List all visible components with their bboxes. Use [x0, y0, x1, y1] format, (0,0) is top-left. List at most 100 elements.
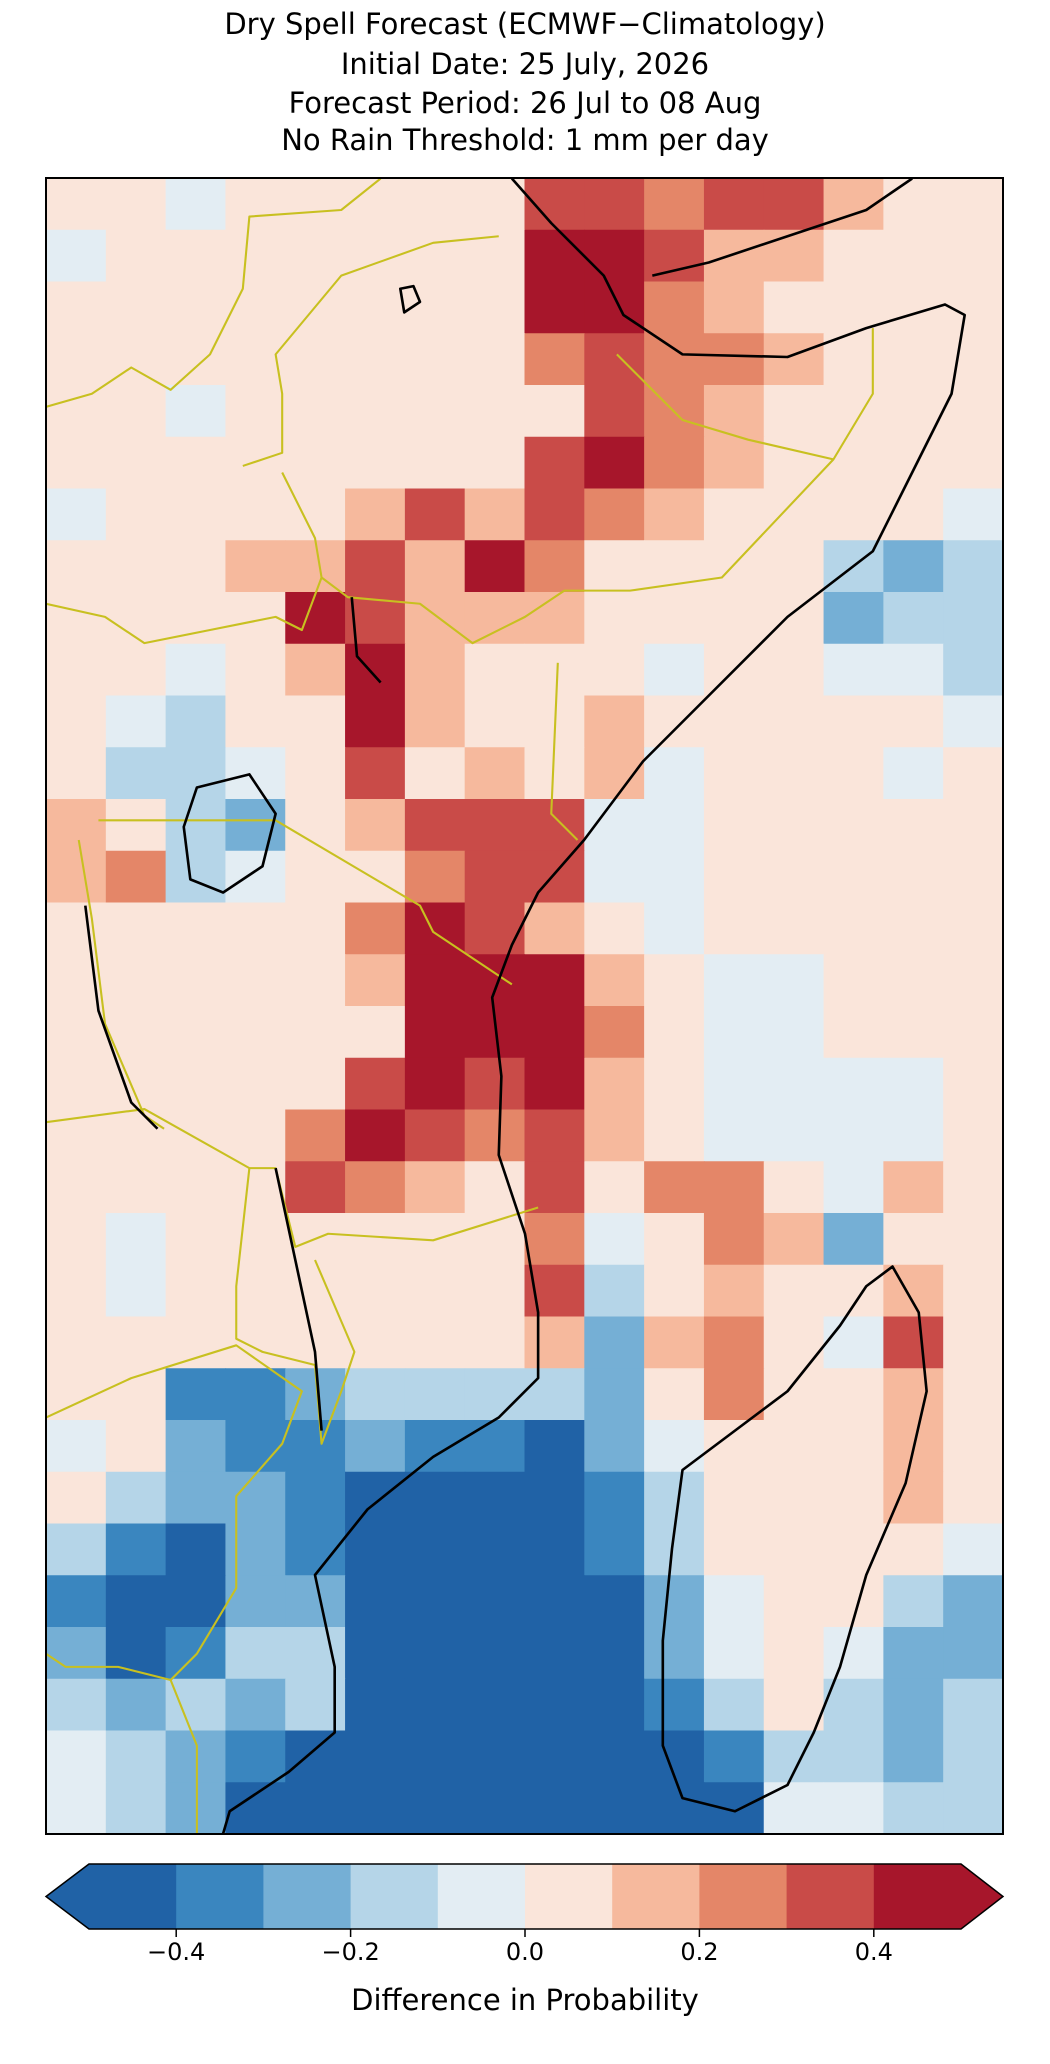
cell — [105, 1523, 167, 1576]
cell — [464, 540, 526, 593]
cell — [644, 1109, 705, 1162]
cell — [225, 954, 286, 1007]
coastlines — [84, 178, 966, 1834]
cell — [285, 1627, 346, 1680]
cell — [46, 1523, 107, 1576]
cell — [165, 643, 227, 697]
cell — [404, 488, 466, 541]
cell — [105, 1575, 167, 1628]
cell — [464, 1627, 526, 1680]
cell — [763, 799, 825, 852]
cell — [703, 695, 765, 748]
cell — [404, 1678, 466, 1732]
cell — [703, 1161, 765, 1214]
cell — [584, 1420, 645, 1473]
colorbar-segment — [699, 1864, 788, 1929]
cell — [763, 592, 825, 645]
cell — [105, 1213, 167, 1266]
cell — [225, 747, 286, 800]
cell — [584, 850, 645, 904]
cell — [345, 1782, 406, 1835]
lake — [350, 597, 382, 684]
cell — [404, 1782, 466, 1835]
cell — [883, 1109, 944, 1162]
cell — [404, 850, 466, 904]
cell — [345, 954, 406, 1007]
cell — [943, 902, 1004, 955]
cell — [644, 850, 705, 904]
cell — [644, 488, 705, 541]
cell — [524, 1161, 585, 1214]
cell — [404, 1420, 466, 1473]
cell — [524, 954, 585, 1007]
cell — [943, 385, 1004, 438]
border — [77, 839, 165, 1130]
cell — [105, 643, 167, 697]
cell — [823, 1264, 884, 1318]
cell — [943, 436, 1004, 490]
cell — [644, 1368, 705, 1421]
cell — [943, 643, 1004, 697]
cell — [883, 592, 944, 645]
cell — [763, 1627, 825, 1680]
cell — [225, 1006, 286, 1059]
cell — [584, 1575, 645, 1628]
cell — [404, 1264, 466, 1318]
border — [616, 353, 834, 461]
cell — [943, 1782, 1004, 1835]
title-line: Dry Spell Forecast (ECMWF−Climatology) — [224, 7, 825, 41]
cell — [943, 592, 1004, 645]
cell — [46, 333, 107, 386]
title-line: Forecast Period: 26 Jul to 08 Aug — [289, 86, 762, 120]
cell — [105, 178, 167, 231]
cell — [46, 850, 107, 904]
cell — [225, 695, 286, 748]
cell — [584, 540, 645, 593]
cell — [345, 1213, 406, 1266]
cell — [823, 385, 884, 438]
cell — [703, 1782, 765, 1835]
title-line: No Rain Threshold: 1 mm per day — [281, 123, 769, 157]
cell — [225, 229, 286, 283]
cell — [703, 799, 765, 852]
cell — [584, 643, 645, 697]
cell — [883, 747, 944, 800]
cell — [524, 1006, 585, 1059]
cell — [105, 1109, 167, 1162]
cell — [464, 1057, 526, 1111]
cell — [345, 385, 406, 438]
cell — [46, 488, 107, 541]
cell — [225, 1213, 286, 1266]
cell — [703, 1109, 765, 1162]
cell — [225, 1575, 286, 1628]
cell — [883, 488, 944, 541]
cell — [524, 436, 585, 490]
cell — [165, 1161, 227, 1214]
cell — [464, 1109, 526, 1162]
cell — [404, 1006, 466, 1059]
cell — [46, 747, 107, 800]
cell — [105, 229, 167, 283]
cell — [823, 1678, 884, 1732]
cell — [703, 1057, 765, 1111]
cell — [943, 1161, 1004, 1214]
cell — [763, 1161, 825, 1214]
cell — [46, 902, 107, 955]
cell — [345, 1627, 406, 1680]
lake — [399, 284, 422, 314]
cell — [584, 229, 645, 283]
cell — [584, 1678, 645, 1732]
cell — [165, 1678, 227, 1732]
cell — [703, 333, 765, 386]
cell — [644, 695, 705, 748]
cell — [883, 1730, 944, 1783]
border — [46, 178, 382, 408]
cell — [584, 1213, 645, 1266]
colorbar-tick-label: −0.4 — [147, 1938, 205, 1966]
cell — [703, 1213, 765, 1266]
cell — [46, 1471, 107, 1525]
cell — [524, 1316, 585, 1369]
cell — [225, 488, 286, 541]
lake — [274, 1167, 323, 1431]
cell — [464, 385, 526, 438]
